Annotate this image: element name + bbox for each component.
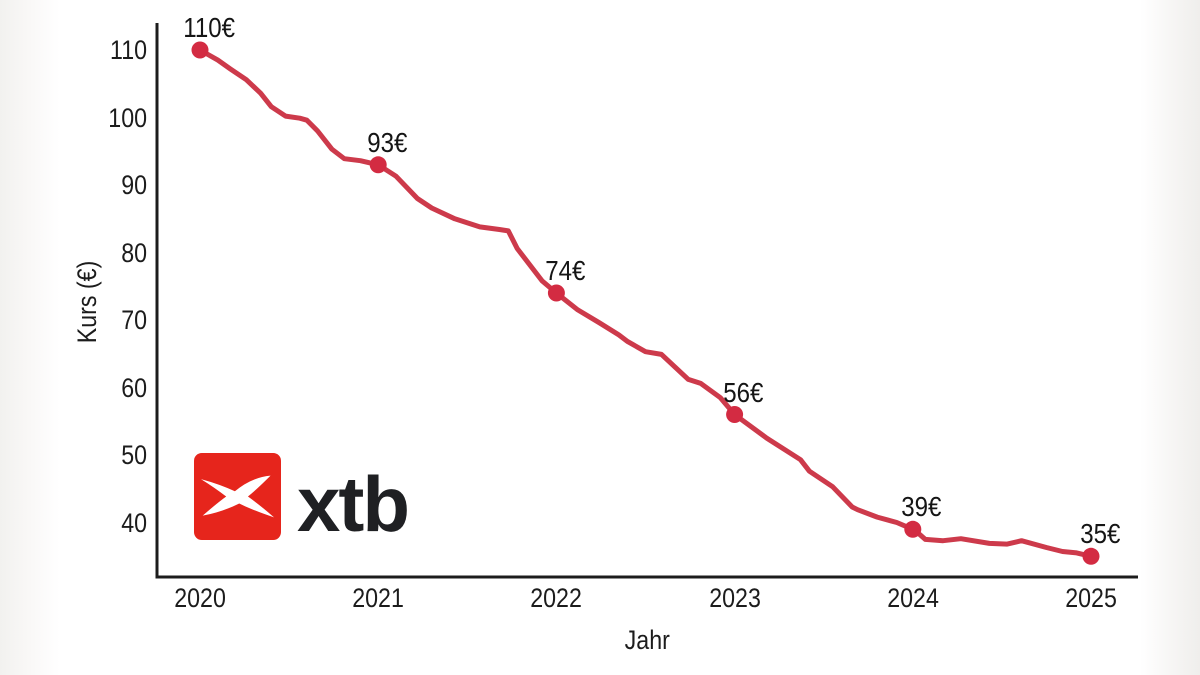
y-tick-70: 70 bbox=[77, 304, 147, 336]
y-tick-40-text: 40 bbox=[121, 507, 147, 538]
point-label-2023-text: 56€ bbox=[723, 376, 764, 408]
x-tick-2022: 2022 bbox=[496, 583, 616, 613]
point-label-2025-text: 35€ bbox=[1079, 518, 1121, 550]
y-tick-90-text: 90 bbox=[121, 170, 147, 200]
x-tick-2025-text: 2025 bbox=[1065, 583, 1117, 613]
point-label-2022: 74€ bbox=[505, 256, 625, 286]
data-point-2024 bbox=[904, 520, 922, 538]
x-tick-2021-text: 2021 bbox=[352, 583, 405, 613]
y-tick-60-text: 60 bbox=[121, 372, 147, 403]
y-tick-60: 60 bbox=[77, 372, 147, 404]
point-label-2022-text: 74€ bbox=[545, 255, 586, 286]
x-tick-2021: 2021 bbox=[318, 583, 438, 613]
y-tick-80: 80 bbox=[77, 237, 147, 269]
y-tick-70-text: 70 bbox=[121, 305, 147, 335]
y-tick-110: 110 bbox=[77, 34, 147, 66]
data-point-2025 bbox=[1082, 547, 1100, 565]
point-label-2020-text: 110€ bbox=[183, 12, 235, 43]
point-label-2024-text: 39€ bbox=[901, 491, 942, 523]
x-tick-2023-text: 2023 bbox=[708, 583, 761, 613]
y-axis-title-text: Kurs (€) bbox=[72, 260, 102, 344]
point-label-2025: 35€ bbox=[1040, 519, 1160, 549]
xtb-wordmark: xtb bbox=[297, 460, 410, 548]
y-tick-80-text: 80 bbox=[121, 237, 147, 268]
y-tick-110-text: 110 bbox=[109, 35, 147, 65]
x-tick-2020: 2020 bbox=[140, 583, 260, 613]
data-point-2020 bbox=[191, 41, 209, 59]
point-label-2021: 93€ bbox=[327, 126, 447, 158]
y-axis-title: Kurs (€) bbox=[70, 152, 104, 452]
x-tick-2024: 2024 bbox=[853, 583, 973, 613]
data-point-2022 bbox=[547, 284, 565, 302]
y-tick-100: 100 bbox=[77, 102, 147, 134]
point-label-2021-text: 93€ bbox=[367, 126, 408, 158]
xtb-x-mark-icon bbox=[194, 453, 281, 540]
point-label-2020: 110€ bbox=[149, 13, 269, 43]
data-point-2023 bbox=[726, 406, 744, 423]
data-point-2021 bbox=[369, 156, 387, 174]
price-line bbox=[197, 47, 1094, 559]
x-tick-2020-text: 2020 bbox=[174, 583, 226, 613]
x-tick-2024-text: 2024 bbox=[886, 583, 939, 613]
y-tick-100-text: 100 bbox=[108, 102, 147, 133]
x-tick-2022-text: 2022 bbox=[530, 583, 583, 613]
y-tick-50-text: 50 bbox=[121, 440, 147, 470]
x-axis-title: Jahr bbox=[547, 624, 747, 656]
y-tick-50: 50 bbox=[77, 439, 147, 471]
y-tick-90: 90 bbox=[77, 169, 147, 201]
point-label-2024: 39€ bbox=[862, 492, 982, 522]
x-tick-2025: 2025 bbox=[1031, 583, 1151, 613]
x-axis-title-text: Jahr bbox=[624, 625, 670, 655]
xtb-logo: xtb bbox=[192, 453, 410, 548]
x-tick-2023: 2023 bbox=[675, 583, 795, 613]
y-tick-40: 40 bbox=[77, 507, 147, 539]
point-label-2023: 56€ bbox=[684, 376, 804, 408]
